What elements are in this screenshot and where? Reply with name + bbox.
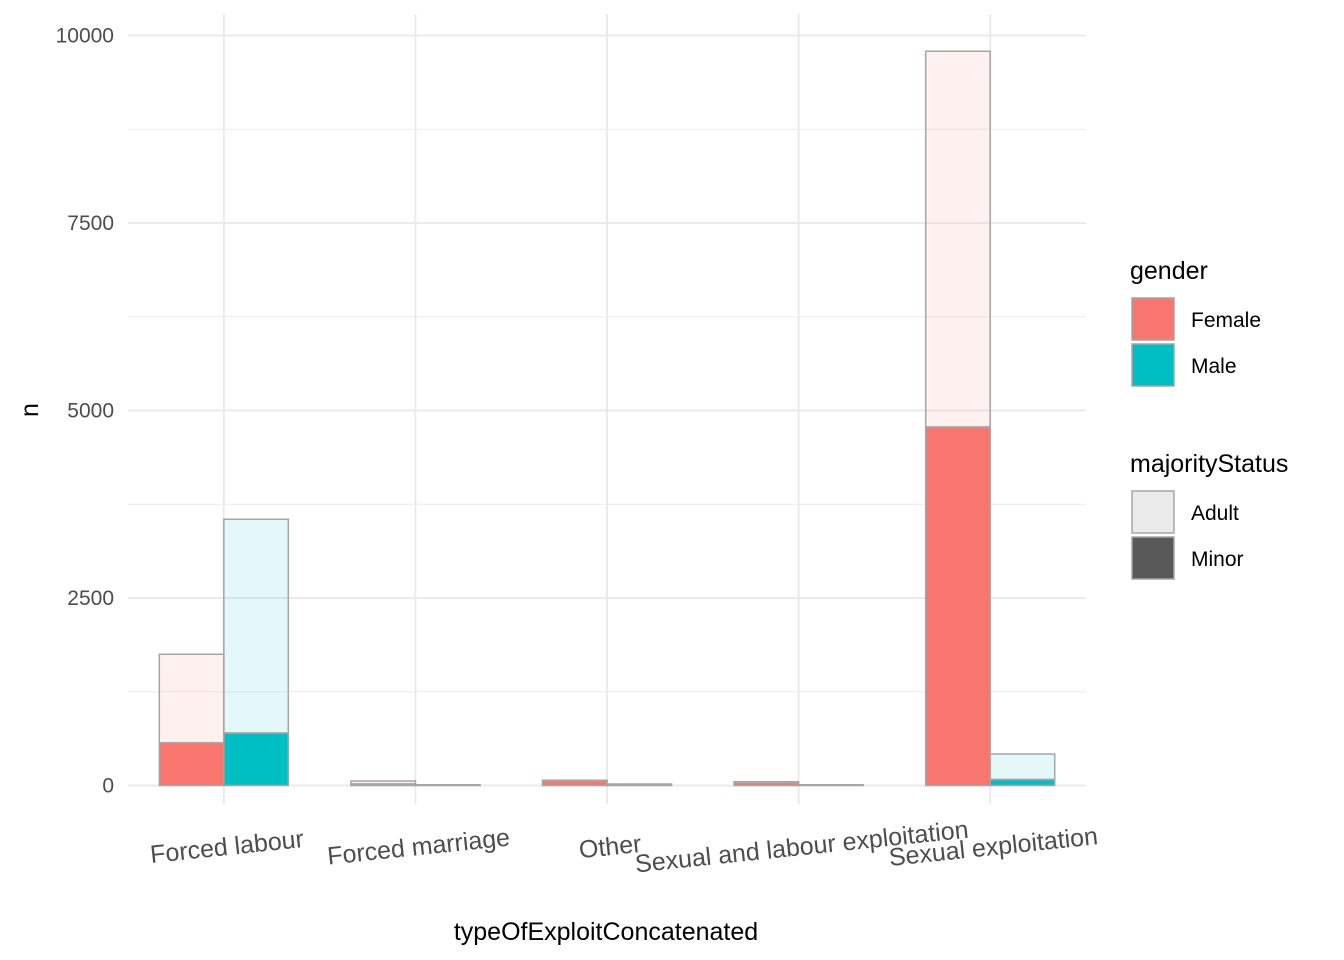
x-axis-ticks: Forced labour Forced marriage OtherSexual … (149, 816, 1099, 879)
bars (158, 50, 1056, 787)
legend-title: majorityStatus (1130, 450, 1288, 478)
bar-female-minor (924, 426, 991, 787)
y-tick-label: 10000 (56, 25, 114, 48)
x-axis-title: typeOfExploitConcatenated (454, 918, 758, 946)
y-tick-label: 7500 (67, 212, 114, 235)
legend-label: Female (1191, 309, 1261, 332)
y-tick-label: 2500 (67, 587, 114, 610)
legend-swatch (1131, 297, 1175, 341)
legend-swatch (1131, 490, 1175, 534)
legend-swatch (1131, 343, 1175, 387)
legend-label: Adult (1191, 502, 1239, 525)
bar-female-adult (350, 780, 417, 785)
bar-female-adult (733, 781, 800, 784)
legend-swatch (1131, 536, 1175, 580)
y-axis-ticks: 0 2500 5000 7500 10000 (56, 25, 114, 798)
legend: gender Female Male majorityStatus Adult Minor (1130, 257, 1288, 580)
x-tick-label: Other (578, 830, 643, 864)
y-axis-title: n (16, 403, 44, 417)
bar-male-adult (606, 783, 673, 786)
x-tick-label: Forced marriage (326, 824, 511, 871)
y-tick-label: 0 (102, 775, 114, 798)
bar-female-adult (158, 653, 225, 744)
bar-male-minor (989, 778, 1056, 787)
legend-label: Minor (1191, 548, 1244, 571)
bar-male-adult (989, 753, 1056, 781)
bar-male-minor (223, 732, 290, 787)
legend-title: gender (1130, 257, 1208, 285)
bar-female-adult (924, 50, 991, 428)
y-tick-label: 5000 (67, 400, 114, 423)
bar-female-minor (158, 742, 225, 787)
legend-label: Male (1191, 355, 1237, 378)
x-tick-label: Forced labour (149, 825, 305, 869)
bar-male-adult (223, 518, 290, 734)
